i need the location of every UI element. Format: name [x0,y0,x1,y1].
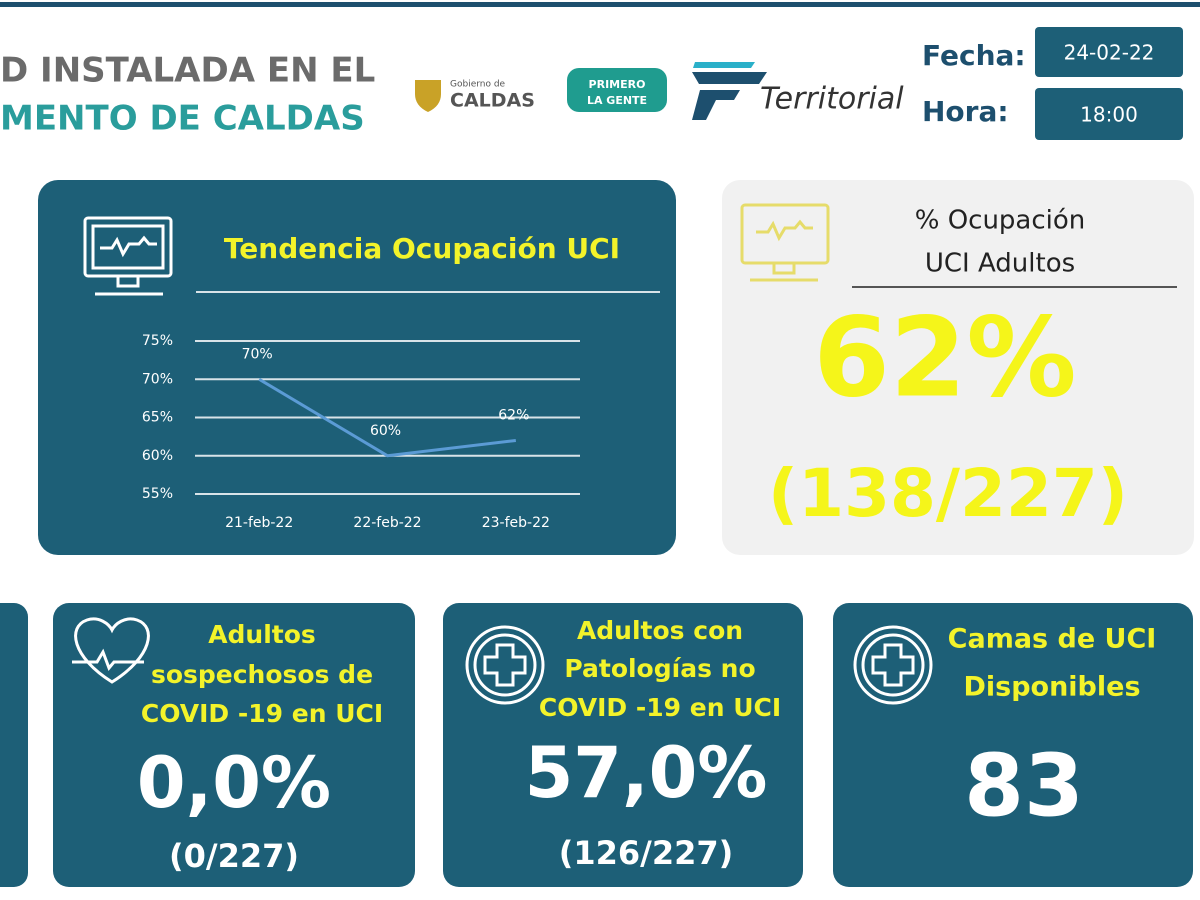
header-title: MENTO DE CALDAS [0,99,365,139]
card-value: 83 [964,736,1084,836]
logo-badge [567,68,667,112]
data-label: 60% [370,423,401,439]
data-label: 62% [498,407,529,423]
card-partial [0,603,28,887]
card [53,603,415,887]
logo-text: LA GENTE [587,94,647,107]
shield-icon [415,80,441,112]
occupancy-fraction: (138/227) [768,455,1128,532]
territorial-icon [692,72,767,120]
card-title: sospechosos de [151,660,373,689]
monitor-icon [740,203,830,282]
card-fraction: (126/227) [559,834,734,872]
territorial-icon [693,62,755,68]
plus-icon [465,625,545,705]
y-tick-label: 70% [142,371,173,387]
fecha-box [1035,27,1183,77]
chart: 55% 60% 65% 70% 75% 21-feb-22 22-feb-22 23-feb-… [142,333,580,531]
data-label: 70% [242,346,273,362]
card-title: COVID -19 en UCI [539,693,781,722]
occupancy-value: 62% [813,293,1076,421]
hora-label: Hora: [922,95,1009,128]
x-tick-label: 22-feb-22 [353,515,421,531]
card-title: Camas de UCI [948,624,1157,655]
fecha-value: 24-02-22 [1064,41,1155,65]
card-title: Adultos [208,620,316,649]
y-tick-label: 60% [142,448,173,464]
card-value: 57,0% [525,732,768,814]
x-tick-label: 21-feb-22 [225,515,293,531]
plus-icon [853,625,933,705]
fecha-label: Fecha: [922,39,1026,72]
logo-text: PRIMERO [589,78,646,91]
y-tick-label: 65% [142,410,173,426]
logo-text: Gobierno de [450,80,506,90]
chart-panel [38,180,676,555]
hora-box [1035,88,1183,140]
card-title: Disponibles [963,672,1140,703]
card-value: 0,0% [137,742,331,824]
occupancy-panel [722,180,1194,555]
card-fraction: (0/227) [169,837,299,875]
occupancy-title: UCI Adultos [925,249,1075,279]
logo-text: CALDAS [450,90,535,112]
top-rule [0,2,1200,7]
card-title: Patologías no [564,654,755,683]
y-tick-label: 55% [142,486,173,502]
x-tick-label: 23-feb-22 [482,515,550,531]
hora-value: 18:00 [1080,103,1138,127]
line [258,377,517,458]
chart-title: Tendencia Ocupación UCI [224,232,620,265]
logo-text: Territorial [760,82,904,117]
heart-icon [72,617,150,684]
monitor-icon [83,216,173,296]
occupancy-title: % Ocupación [915,206,1086,236]
header-title: D INSTALADA EN EL [0,51,375,91]
y-tick-label: 75% [142,333,173,349]
card-title: Adultos con [577,616,743,645]
card-title: COVID -19 en UCI [141,699,383,728]
